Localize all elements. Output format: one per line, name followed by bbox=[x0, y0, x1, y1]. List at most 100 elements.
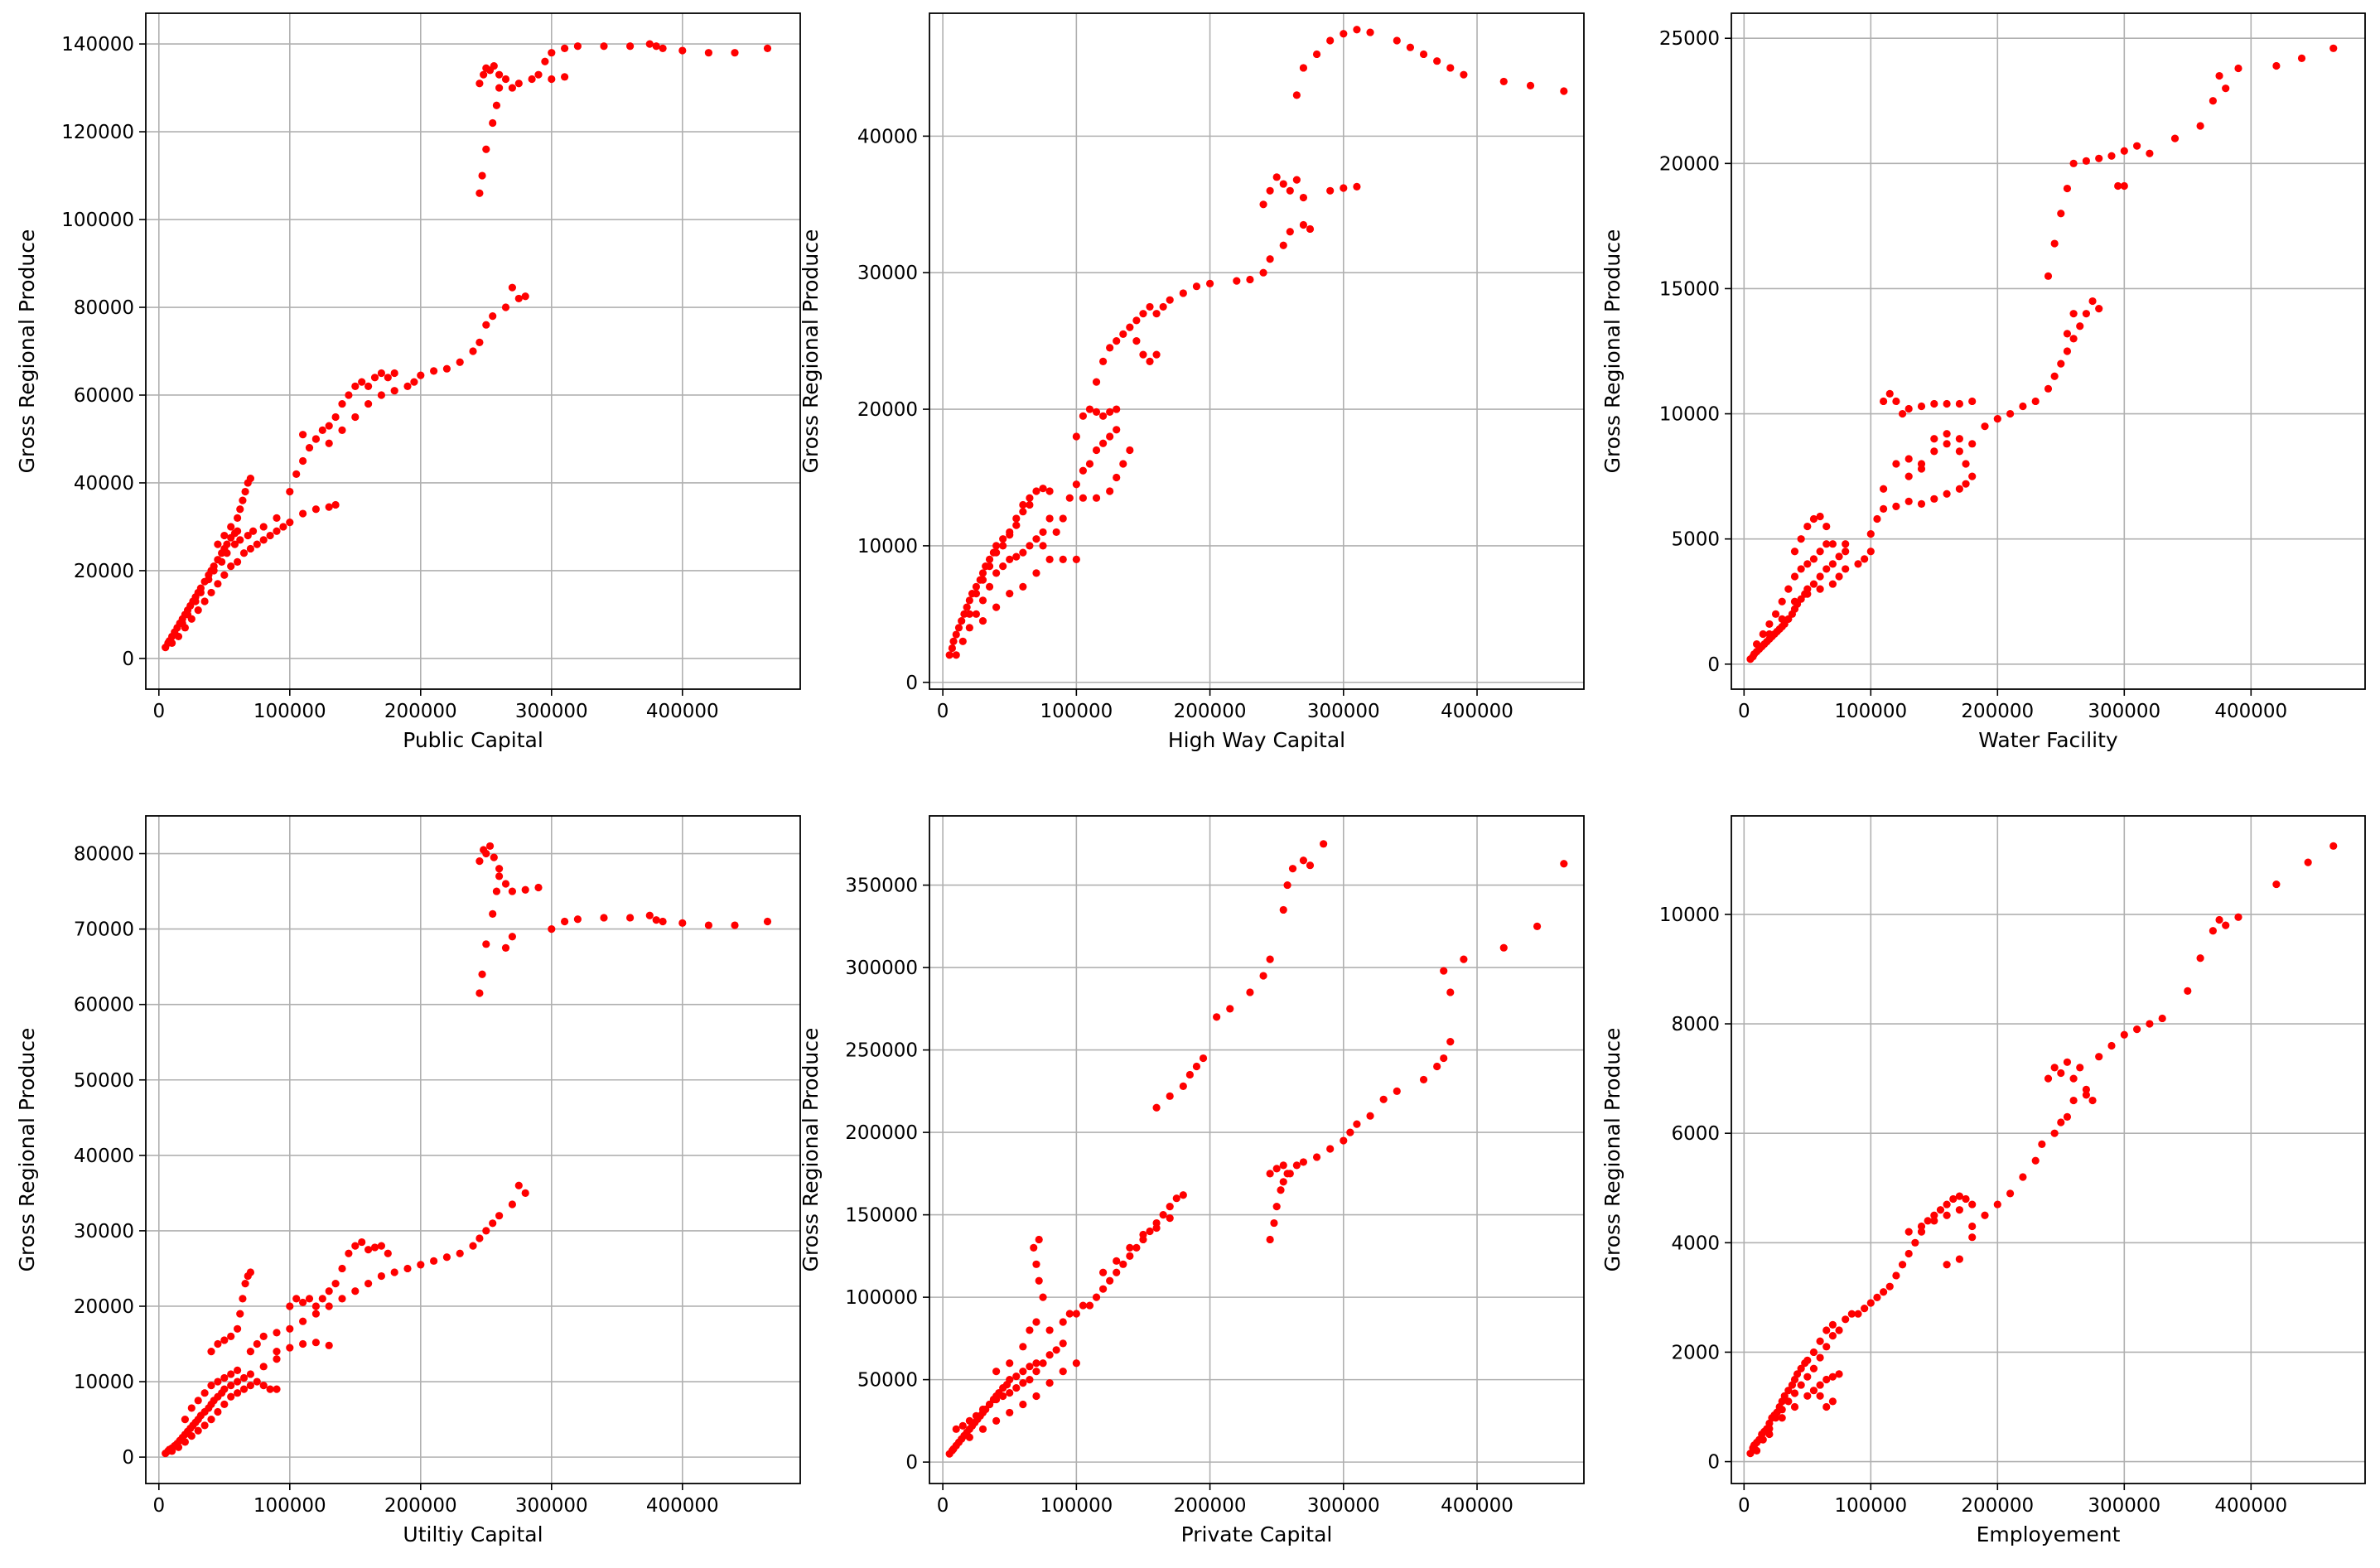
data-point bbox=[1816, 1353, 1824, 1362]
data-point bbox=[476, 857, 484, 866]
data-point bbox=[236, 505, 244, 514]
data-point bbox=[214, 540, 222, 548]
data-point bbox=[1072, 1359, 1080, 1368]
y-tick-label: 0 bbox=[122, 1447, 134, 1469]
data-point bbox=[1904, 497, 1913, 505]
data-point bbox=[763, 44, 772, 52]
data-point bbox=[1026, 500, 1034, 509]
data-point bbox=[220, 1336, 229, 1344]
data-point bbox=[364, 399, 373, 408]
data-point bbox=[1866, 1299, 1875, 1307]
data-point bbox=[1126, 446, 1134, 455]
data-point bbox=[2050, 239, 2059, 248]
data-point bbox=[214, 1339, 222, 1348]
data-point bbox=[1299, 1158, 1308, 1166]
data-point bbox=[2057, 359, 2065, 368]
data-point bbox=[1106, 408, 1114, 416]
data-point bbox=[1911, 1238, 1919, 1247]
y-tick-label: 60000 bbox=[74, 385, 134, 407]
data-point bbox=[1828, 560, 1837, 568]
data-point bbox=[482, 145, 490, 153]
y-tick-label: 250000 bbox=[845, 1040, 918, 1062]
data-point bbox=[246, 1348, 254, 1356]
data-point bbox=[1185, 1070, 1194, 1079]
data-point bbox=[207, 1415, 215, 1424]
data-point bbox=[1460, 70, 1468, 79]
data-point bbox=[292, 1295, 301, 1303]
data-point bbox=[478, 970, 486, 978]
data-point bbox=[207, 1382, 215, 1390]
subplot-3: 0 100000 200000 300000 400000 0 5000 10000 15000… bbox=[1600, 12, 2366, 752]
data-point bbox=[239, 496, 247, 504]
data-point bbox=[1092, 446, 1101, 455]
data-point bbox=[1809, 1364, 1818, 1373]
data-point bbox=[1904, 404, 1913, 413]
data-point bbox=[1917, 1228, 1926, 1236]
x-tick-label: 0 bbox=[1738, 701, 1750, 722]
data-point bbox=[1816, 572, 1824, 581]
data-point bbox=[1446, 1038, 1455, 1046]
data-point bbox=[992, 542, 1001, 550]
scatter-points bbox=[162, 40, 772, 652]
data-point bbox=[311, 1339, 320, 1347]
data-point bbox=[1784, 1387, 1793, 1395]
data-point bbox=[246, 475, 254, 483]
data-point bbox=[214, 580, 222, 588]
data-point bbox=[1092, 1293, 1101, 1301]
y-tick-label: 8000 bbox=[1671, 1014, 1720, 1035]
data-point bbox=[246, 1370, 254, 1378]
data-point bbox=[1340, 1136, 1348, 1145]
data-point bbox=[495, 84, 504, 92]
data-point bbox=[1059, 514, 1067, 523]
y-tick-label: 0 bbox=[1707, 654, 1720, 676]
data-point bbox=[482, 940, 490, 948]
data-point bbox=[2196, 122, 2204, 130]
data-point bbox=[351, 413, 360, 422]
data-point bbox=[992, 1416, 1001, 1425]
data-point bbox=[1803, 590, 1812, 598]
data-point bbox=[1286, 186, 1294, 195]
data-point bbox=[1098, 357, 1108, 365]
data-point bbox=[985, 562, 994, 571]
data-point bbox=[1119, 330, 1127, 338]
data-point bbox=[239, 549, 249, 557]
axes-frame bbox=[929, 815, 1585, 1484]
data-point bbox=[1205, 279, 1214, 287]
data-point bbox=[508, 887, 517, 895]
data-point bbox=[234, 527, 242, 535]
data-point bbox=[1440, 967, 1448, 975]
data-point bbox=[1026, 1376, 1034, 1384]
data-point bbox=[1119, 1260, 1127, 1268]
data-point bbox=[1126, 1252, 1134, 1260]
data-point bbox=[1797, 535, 1805, 543]
data-point bbox=[476, 989, 484, 997]
data-point bbox=[1993, 1200, 2001, 1209]
data-point bbox=[390, 387, 398, 395]
x-tick-label: 400000 bbox=[2214, 1495, 2287, 1517]
data-point bbox=[659, 917, 667, 926]
data-point bbox=[1179, 1082, 1187, 1090]
data-point bbox=[456, 1249, 464, 1257]
data-point bbox=[965, 596, 973, 605]
x-tick-label: 0 bbox=[1738, 1495, 1750, 1517]
y-tick-label: 300000 bbox=[845, 958, 918, 979]
data-point bbox=[2076, 322, 2084, 330]
data-point bbox=[239, 1373, 249, 1382]
data-point bbox=[1032, 1368, 1040, 1376]
data-point bbox=[218, 557, 226, 566]
data-point bbox=[1166, 1203, 1174, 1211]
data-point bbox=[377, 1242, 385, 1250]
data-point bbox=[1943, 399, 1951, 408]
x-tick-label: 100000 bbox=[253, 701, 326, 722]
x-tick-label: 200000 bbox=[384, 1495, 457, 1517]
data-point bbox=[370, 374, 379, 382]
data-point bbox=[1885, 1282, 1894, 1291]
data-point bbox=[1847, 1310, 1856, 1318]
y-tick-label: 0 bbox=[905, 673, 918, 694]
data-point bbox=[495, 872, 504, 880]
data-point bbox=[384, 1249, 392, 1257]
data-point bbox=[992, 548, 1001, 557]
data-point bbox=[645, 40, 654, 48]
data-point bbox=[482, 321, 490, 329]
